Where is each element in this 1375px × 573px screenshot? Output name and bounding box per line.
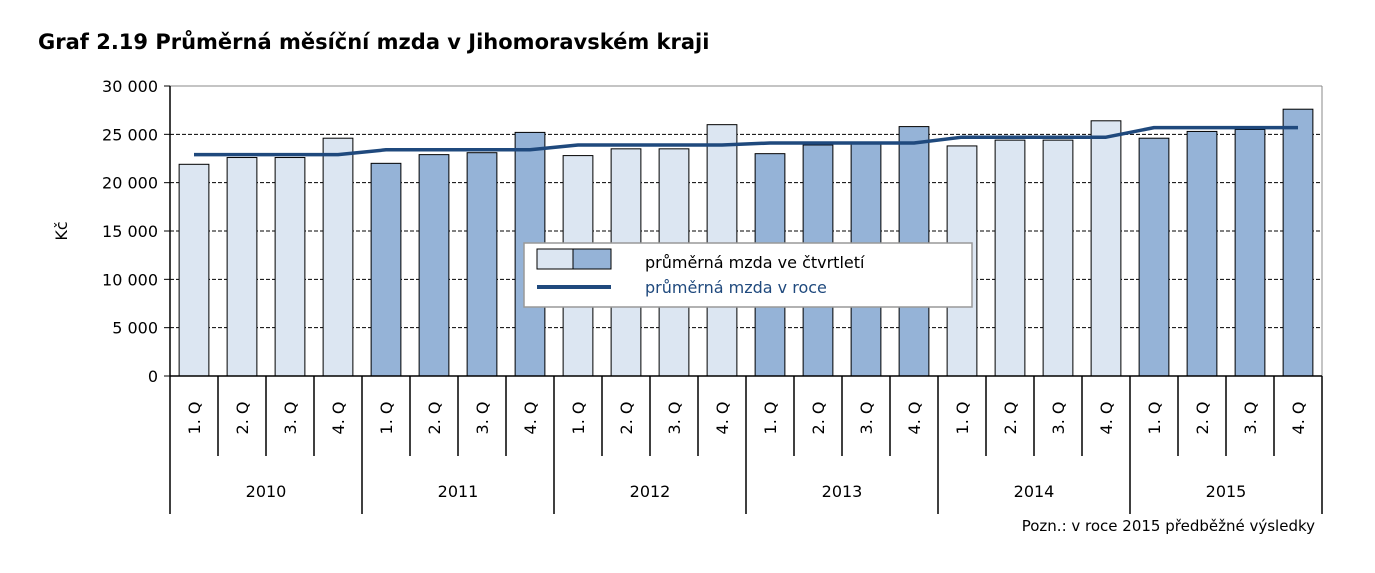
quarter-label: 3. Q xyxy=(1241,402,1260,435)
legend: průměrná mzda ve čtvrtletí průměrná mzda… xyxy=(523,242,973,308)
quarter-label: 2. Q xyxy=(617,402,636,435)
quarter-label: 3. Q xyxy=(665,402,684,435)
quarter-label: 1. Q xyxy=(569,402,588,435)
quarter-label: 4. Q xyxy=(329,402,348,435)
bar xyxy=(418,154,450,377)
quarter-label: 3. Q xyxy=(281,402,300,435)
quarter-label: 1. Q xyxy=(953,402,972,435)
bar xyxy=(466,152,498,377)
y-tick-label: 25 000 xyxy=(102,125,158,144)
quarter-label: 4. Q xyxy=(1097,402,1116,435)
y-tick-label: 20 000 xyxy=(102,174,158,193)
bar xyxy=(1282,108,1314,377)
axes xyxy=(164,85,1323,514)
quarter-label: 1. Q xyxy=(377,402,396,435)
y-axis-label: Kč xyxy=(52,221,71,240)
quarter-label: 2. Q xyxy=(1193,402,1212,435)
bar xyxy=(1138,137,1170,377)
year-label: 2013 xyxy=(822,482,863,501)
bar xyxy=(226,157,258,377)
quarter-label: 1. Q xyxy=(1145,402,1164,435)
y-tick-label: 0 xyxy=(148,367,158,386)
quarter-label: 4. Q xyxy=(905,402,924,435)
y-tick-label: 15 000 xyxy=(102,222,158,241)
y-tick-label: 30 000 xyxy=(102,77,158,96)
annual-average-line xyxy=(194,125,1298,157)
legend-swatch-light xyxy=(536,248,574,270)
quarter-label: 3. Q xyxy=(1049,402,1068,435)
quarter-label: 3. Q xyxy=(857,402,876,435)
bar xyxy=(1042,139,1074,377)
annual-line xyxy=(194,125,1298,157)
chart-title: Graf 2.19 Průměrná měsíční mzda v Jihomo… xyxy=(38,30,710,54)
bar xyxy=(1090,120,1122,377)
legend-swatch-dark xyxy=(572,248,612,270)
year-label: 2010 xyxy=(246,482,287,501)
bar xyxy=(1186,130,1218,377)
bar xyxy=(178,163,210,377)
gridlines xyxy=(170,133,1322,329)
y-tick-label: 10 000 xyxy=(102,270,158,289)
y-tick-labels: 0 5 000 10 000 15 000 20 000 25 000 30 000 xyxy=(102,77,158,386)
quarter-label: 1. Q xyxy=(761,402,780,435)
quarter-label: 2. Q xyxy=(809,402,828,435)
year-label: 2015 xyxy=(1206,482,1247,501)
footnote: Pozn.: v roce 2015 předběžné výsledky xyxy=(1021,517,1315,535)
year-label: 2014 xyxy=(1014,482,1055,501)
quarter-label: 1. Q xyxy=(185,402,204,435)
legend-bar-label: průměrná mzda ve čtvrtletí xyxy=(645,253,865,272)
quarter-label: 2. Q xyxy=(1001,402,1020,435)
bar xyxy=(274,157,306,377)
quarter-label: 4. Q xyxy=(521,402,540,435)
quarter-label: 3. Q xyxy=(473,402,492,435)
year-label: 2011 xyxy=(438,482,479,501)
legend-line-label: průměrná mzda v roce xyxy=(645,278,827,297)
bar xyxy=(1234,129,1266,377)
bar xyxy=(370,162,402,377)
year-label: 2012 xyxy=(630,482,671,501)
bar xyxy=(322,137,354,377)
quarter-label: 4. Q xyxy=(1289,402,1308,435)
x-category-labels: 1. Q 2. Q 3. Q 4. Q 1. Q 2. Q 3. Q 4. Q 1. Q 2. Q… xyxy=(185,402,1308,501)
quarter-label: 2. Q xyxy=(233,402,252,435)
y-tick-label: 5 000 xyxy=(112,319,158,338)
quarter-label: 2. Q xyxy=(425,402,444,435)
quarter-label: 4. Q xyxy=(713,402,732,435)
bar xyxy=(994,139,1026,377)
